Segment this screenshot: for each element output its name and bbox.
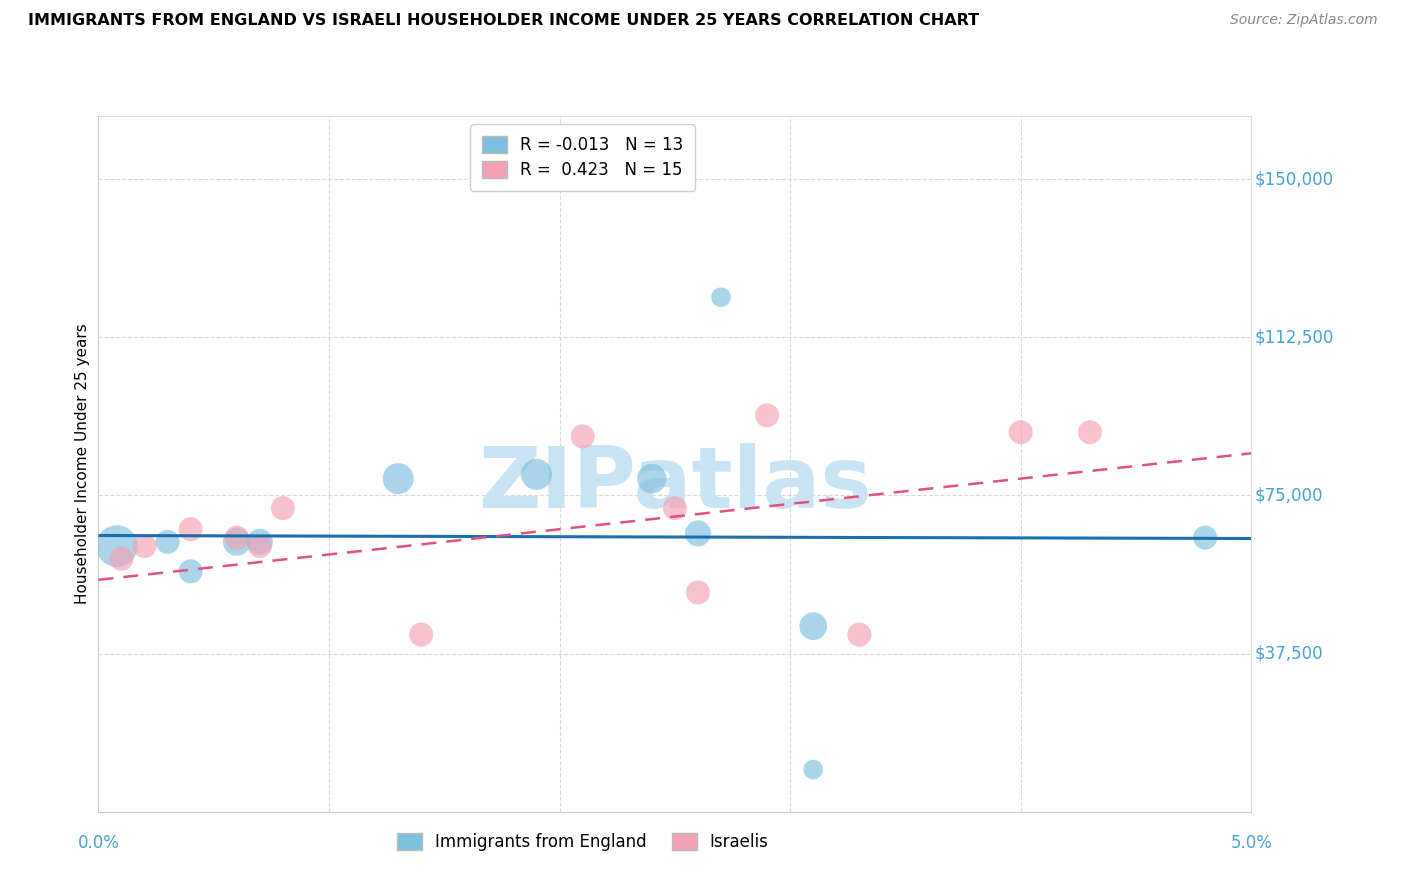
Point bbox=[571, 429, 593, 443]
Point bbox=[180, 522, 202, 536]
Point bbox=[110, 551, 132, 566]
Point bbox=[801, 619, 824, 633]
Y-axis label: Householder Income Under 25 years: Householder Income Under 25 years bbox=[75, 324, 90, 604]
Point bbox=[156, 534, 179, 549]
Legend: Immigrants from England, Israelis: Immigrants from England, Israelis bbox=[385, 821, 780, 863]
Point bbox=[1078, 425, 1101, 440]
Point bbox=[686, 526, 709, 541]
Point bbox=[710, 290, 733, 304]
Text: Source: ZipAtlas.com: Source: ZipAtlas.com bbox=[1230, 13, 1378, 28]
Point bbox=[411, 627, 433, 641]
Point bbox=[848, 627, 870, 641]
Text: $150,000: $150,000 bbox=[1254, 170, 1333, 188]
Point bbox=[664, 501, 686, 516]
Point bbox=[225, 531, 247, 545]
Text: $75,000: $75,000 bbox=[1254, 486, 1323, 505]
Point bbox=[225, 534, 247, 549]
Text: ZIPatlas: ZIPatlas bbox=[478, 443, 872, 526]
Point bbox=[271, 501, 294, 516]
Point bbox=[756, 409, 779, 423]
Point bbox=[387, 472, 409, 486]
Point bbox=[105, 539, 128, 553]
Point bbox=[249, 534, 271, 549]
Point bbox=[1194, 531, 1216, 545]
Point bbox=[1010, 425, 1032, 440]
Point bbox=[134, 539, 156, 553]
Text: $112,500: $112,500 bbox=[1254, 328, 1333, 346]
Text: $37,500: $37,500 bbox=[1254, 645, 1323, 663]
Point bbox=[801, 763, 824, 777]
Point bbox=[180, 565, 202, 579]
Point bbox=[686, 585, 709, 599]
Point bbox=[641, 472, 664, 486]
Text: 5.0%: 5.0% bbox=[1230, 834, 1272, 852]
Text: 0.0%: 0.0% bbox=[77, 834, 120, 852]
Point bbox=[249, 539, 271, 553]
Point bbox=[526, 467, 548, 482]
Text: IMMIGRANTS FROM ENGLAND VS ISRAELI HOUSEHOLDER INCOME UNDER 25 YEARS CORRELATION: IMMIGRANTS FROM ENGLAND VS ISRAELI HOUSE… bbox=[28, 13, 979, 29]
